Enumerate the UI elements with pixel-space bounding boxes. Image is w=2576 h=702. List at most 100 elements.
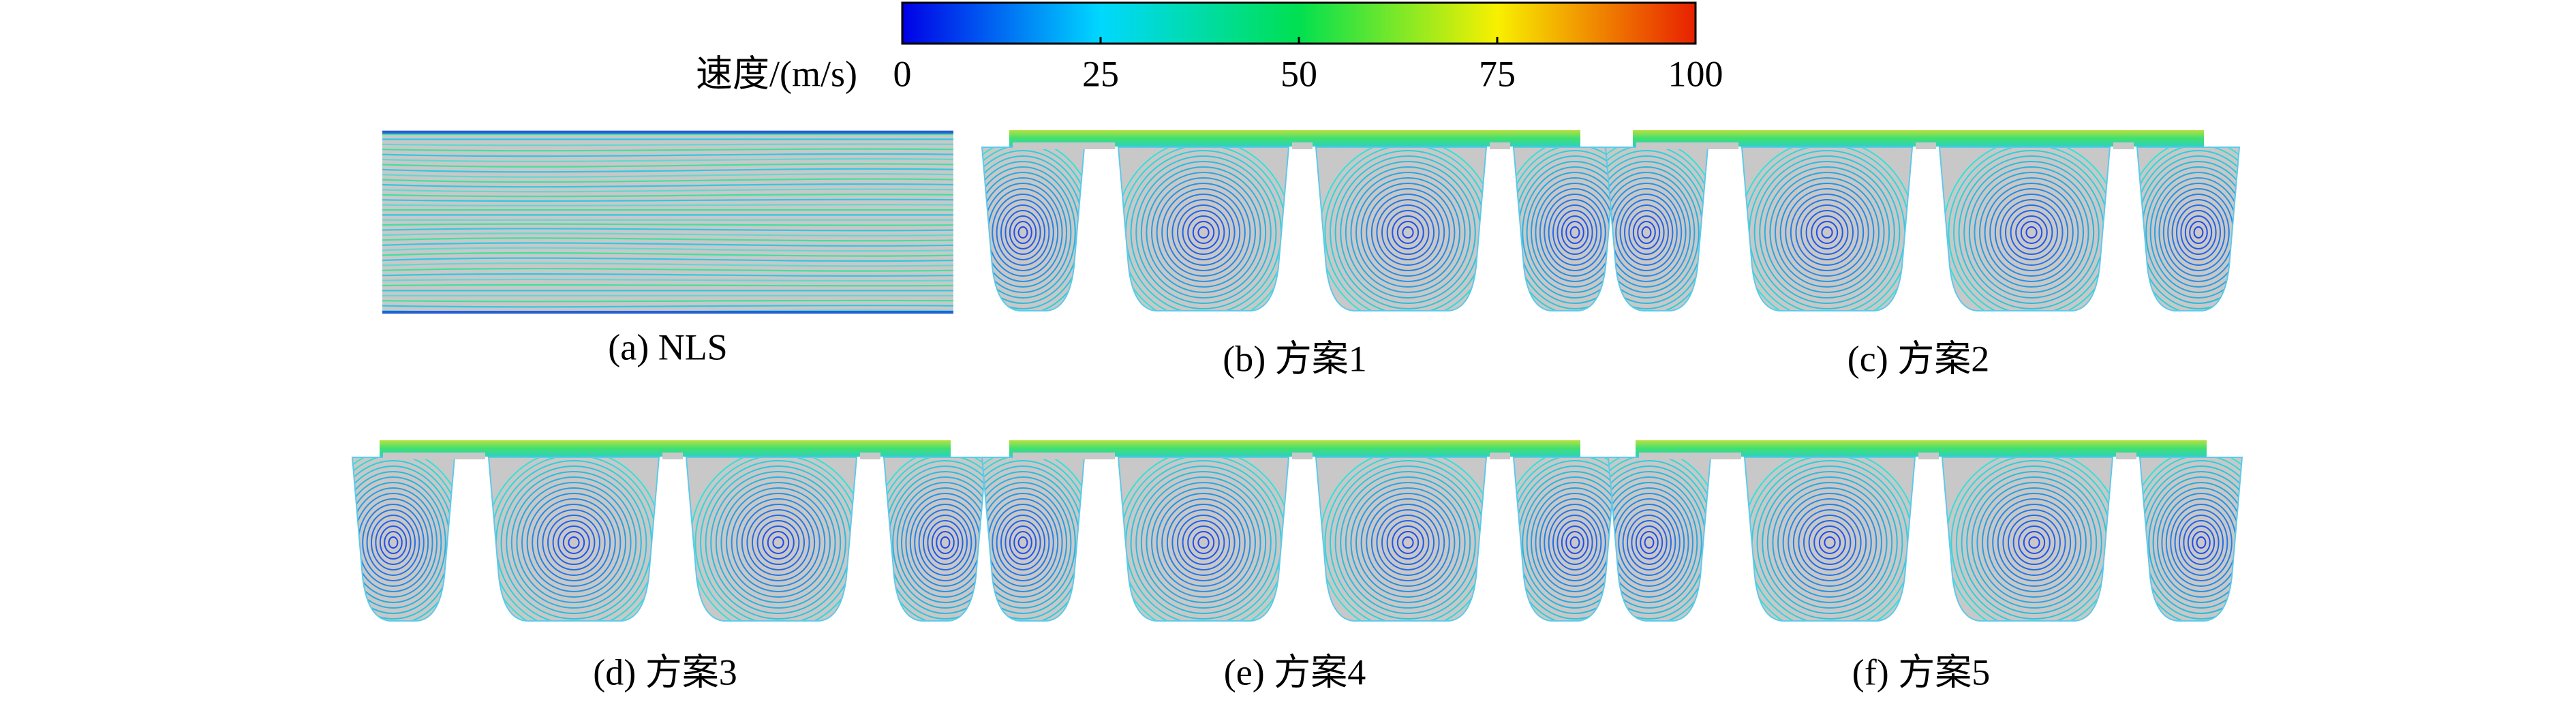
cavity-wall (2136, 147, 2241, 311)
rib (1636, 142, 1738, 149)
streamline (914, 504, 977, 581)
streamline (384, 531, 403, 554)
streamline (1800, 204, 1854, 260)
cavity-fill (1316, 147, 1486, 311)
streamline (1622, 509, 1676, 576)
streamline (1130, 155, 1277, 309)
streamline (2137, 150, 2239, 311)
panel-label: (f) 方案5 (1852, 652, 1990, 692)
streamline (1635, 525, 1663, 560)
streamline (726, 487, 831, 598)
streamline (521, 487, 626, 598)
streamline (1350, 172, 1466, 293)
streamline (1161, 498, 1246, 587)
streamline (1135, 161, 1272, 304)
streamline (568, 536, 580, 549)
cavity (1316, 457, 1486, 621)
cavity (489, 457, 659, 621)
streamline (542, 509, 606, 576)
streamline (1984, 183, 2079, 282)
streamline (2193, 226, 2204, 239)
colorbar-tick-label: 100 (1668, 53, 1723, 94)
cavity (1118, 147, 1289, 311)
streamline (1000, 515, 1045, 570)
streamline (1182, 210, 1225, 255)
streamline (352, 476, 446, 609)
streamline (1813, 525, 1846, 560)
streamline (2002, 509, 2066, 576)
streamline (382, 247, 954, 252)
streamline (1392, 525, 1424, 560)
streamline (1161, 188, 1246, 277)
streamline (506, 471, 642, 614)
streamline (896, 482, 986, 603)
streamline (982, 166, 1076, 299)
streamline (516, 482, 632, 603)
streamline (1561, 525, 1589, 560)
streamline (1526, 482, 1616, 603)
streamline (1360, 183, 1456, 282)
streamline (996, 509, 1050, 576)
rib (1639, 453, 1741, 459)
cavity-wall (1117, 457, 1290, 622)
streamline (982, 177, 1067, 288)
panel (382, 130, 954, 314)
panel (1607, 440, 2243, 622)
streamline (1197, 226, 1210, 239)
streamline (1971, 476, 2098, 609)
cavity (1118, 457, 1289, 621)
streamline (362, 504, 425, 581)
panel-label: (d) 方案3 (593, 652, 737, 692)
streamline (532, 498, 616, 587)
streamline (1640, 531, 1659, 554)
streamline (741, 504, 816, 581)
cavity-wall (1117, 147, 1290, 311)
streamline (1557, 520, 1593, 565)
streamline (1370, 194, 1445, 271)
rib (1292, 142, 1313, 149)
streamline (1177, 515, 1230, 570)
streamline (756, 520, 800, 565)
streamline (382, 143, 954, 147)
streamline (1355, 177, 1460, 288)
streamline (1000, 204, 1045, 260)
streamline (901, 487, 986, 598)
streamline (1135, 471, 1272, 614)
rib (1918, 453, 1939, 459)
colorbar-tick-label: 75 (1479, 53, 1516, 94)
streamline (1772, 482, 1888, 603)
cavity-fill (686, 457, 857, 621)
streamline (2171, 199, 2226, 266)
streamline (710, 471, 846, 614)
streamline (1792, 504, 1867, 581)
cavity-wall (685, 457, 858, 622)
streamline (382, 262, 954, 267)
panel-background (382, 130, 953, 314)
rib (1490, 142, 1510, 149)
cavity-wall (1743, 457, 1916, 622)
streamline (2167, 194, 2230, 271)
streamline (2149, 172, 2239, 293)
streamline (1386, 210, 1430, 255)
streamline (731, 493, 826, 592)
rib (662, 453, 683, 459)
streamline (1624, 204, 1669, 260)
streamline (1381, 515, 1435, 570)
streamline (2023, 531, 2046, 554)
streamline (1531, 177, 1616, 288)
streamline (1811, 215, 1843, 249)
streamline (1606, 150, 1708, 311)
streamline (382, 284, 954, 287)
streamline (2148, 476, 2242, 609)
streamline (382, 232, 954, 236)
streamline (1013, 531, 1032, 554)
streamline (1557, 210, 1593, 255)
streamline (736, 498, 821, 587)
streamline (1151, 177, 1256, 288)
streamline (366, 509, 420, 576)
streamline (510, 476, 637, 609)
cavity-wall (1938, 147, 2111, 311)
cavity-wall (1604, 147, 1709, 311)
streamline (1777, 487, 1882, 598)
